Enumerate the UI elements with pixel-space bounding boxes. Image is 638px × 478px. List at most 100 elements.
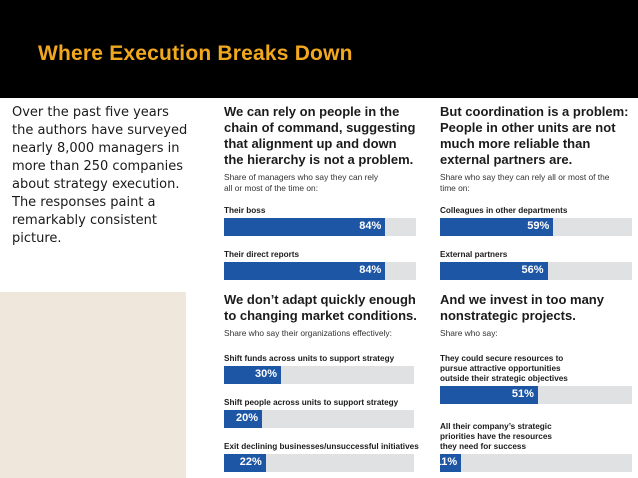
intro-line: the authors have surveyed: [12, 123, 188, 138]
bar-label: Shift funds across units to support stra…: [224, 354, 414, 364]
bar-label-line: They could secure resources to: [440, 354, 564, 363]
bar-item: Their boss 84%: [224, 206, 416, 236]
slide-content: Over the past five years the authors have…: [0, 98, 638, 478]
chart-title-line: chain of command, suggesting: [224, 120, 416, 135]
chart-title-line: People in other units are not: [440, 120, 616, 135]
slide-title: Where Execution Breaks Down: [38, 42, 353, 65]
bar-track: 56%: [440, 262, 632, 280]
bar: 59%: [440, 218, 554, 236]
chart-subtitle-line: Share who say:: [440, 328, 498, 338]
chart-subtitle-line: Share who say their organizations effect…: [224, 328, 392, 338]
chart-panel-chain-of-command: We can rely on people in the chain of com…: [224, 104, 416, 280]
bar-track: 51%: [440, 386, 632, 404]
chart-subtitle-line: time on:: [440, 183, 470, 193]
chart-panel-coordination: But coordination is a problem: People in …: [440, 104, 632, 280]
bar: 20%: [224, 410, 262, 428]
chart-title-line: to changing market conditions.: [224, 308, 417, 323]
bar-track: 59%: [440, 218, 632, 236]
chart-title: But coordination is a problem: People in …: [440, 104, 632, 168]
chart-subtitle: Share of managers who say they can rely a…: [224, 172, 416, 194]
bar-item: External partners 56%: [440, 250, 632, 280]
chart-title-line: much more reliable than: [440, 136, 591, 151]
chart-title-line: nonstrategic projects.: [440, 308, 576, 323]
intro-line: picture.: [12, 231, 62, 246]
bar-value-label: 84%: [359, 264, 382, 276]
bar-label: Shift people across units to support str…: [224, 398, 414, 408]
chart-title: We don’t adapt quickly enough to changing…: [224, 292, 417, 324]
bar-label: They could secure resources to pursue att…: [440, 354, 632, 384]
chart-subtitle: Share who say they can rely all or most …: [440, 172, 632, 194]
bar-label-line: Exit declining businesses/unsuccessful i…: [224, 442, 419, 451]
bar-item: Exit declining businesses/unsuccessful i…: [224, 442, 419, 472]
bar-label-line: pursue attractive opportunities: [440, 364, 561, 373]
bar-track: 20%: [224, 410, 414, 428]
bar-value-label: 59%: [527, 220, 550, 232]
chart-panel-adaptation: We don’t adapt quickly enough to changing…: [224, 292, 419, 472]
intro-text: Over the past five years the authors have…: [12, 104, 202, 248]
bar-track: 30%: [224, 366, 414, 384]
bar-item: They could secure resources to pursue att…: [440, 354, 632, 404]
bar-label: External partners: [440, 250, 632, 260]
chart-subtitle-line: all or most of the time on:: [224, 183, 319, 193]
bar: 30%: [224, 366, 281, 384]
chart-title-line: But coordination is a problem:: [440, 104, 629, 119]
bar-item: All their company’s strategic priorities …: [436, 422, 632, 472]
chart-subtitle-line: Share of managers who say they can rely: [224, 172, 379, 182]
bar-value-label: 22%: [239, 456, 262, 468]
bar-label-line: Shift funds across units to support stra…: [224, 354, 395, 363]
chart-subtitle: Share who say their organizations effect…: [224, 328, 416, 339]
bar-label-line: All their company’s strategic: [440, 422, 552, 431]
bar-label: Their boss: [224, 206, 416, 216]
bar-label: Exit declining businesses/unsuccessful i…: [224, 442, 419, 452]
bar-value-label: 20%: [235, 412, 258, 424]
chart-subtitle-line: Share who say they can rely all or most …: [440, 172, 610, 182]
intro-line: nearly 8,000 managers in: [12, 141, 180, 156]
bar: 11%: [436, 454, 462, 472]
bar: 84%: [224, 218, 386, 236]
chart-title-line: And we invest in too many: [440, 292, 604, 307]
bar-track: 11%: [436, 454, 632, 472]
intro-line: Over the past five years: [12, 105, 169, 120]
chart-title-line: We can rely on people in the: [224, 104, 400, 119]
bar-value-label: 30%: [254, 368, 277, 380]
bar-track: 22%: [224, 454, 414, 472]
bar-value-label: 11%: [435, 456, 458, 468]
chart-subtitle: Share who say:: [440, 328, 632, 339]
bar-label-line: outside their strategic objectives: [440, 374, 568, 383]
bar-item: Their direct reports 84%: [224, 250, 416, 280]
chart-title-line: that alignment up and down: [224, 136, 397, 151]
bar-label: All their company’s strategic priorities …: [440, 422, 632, 452]
bar: 84%: [224, 262, 386, 280]
chart-title-line: external partners are.: [440, 152, 573, 167]
bar-label-line: Colleagues in other departments: [440, 206, 568, 215]
bar-value-label: 51%: [511, 388, 534, 400]
bar: 22%: [224, 454, 266, 472]
bar-item: Shift funds across units to support stra…: [224, 354, 414, 384]
intro-line: remarkably consistent: [12, 213, 157, 228]
bar: 56%: [440, 262, 548, 280]
intro-line: about strategy execution.: [12, 177, 180, 192]
chart-title: And we invest in too many nonstrategic pr…: [440, 292, 632, 324]
bar-item: Colleagues in other departments 59%: [440, 206, 632, 236]
bar-track: 84%: [224, 262, 416, 280]
bar-label-line: Their boss: [224, 206, 266, 215]
bar-label-line: External partners: [440, 250, 508, 259]
intro-line: more than 250 companies: [12, 159, 184, 174]
bar: 51%: [440, 386, 538, 404]
bar-label-line: Shift people across units to support str…: [224, 398, 399, 407]
bar-label-line: Their direct reports: [224, 250, 300, 259]
intro-line: The responses paint a: [12, 195, 156, 210]
chart-title-line: the hierarchy is not a problem.: [224, 152, 414, 167]
bar-label: Their direct reports: [224, 250, 416, 260]
bar-label: Colleagues in other departments: [440, 206, 632, 216]
bar-value-label: 56%: [521, 264, 544, 276]
bar-label-line: priorities have the resources: [440, 432, 552, 441]
bar-item: Shift people across units to support str…: [224, 398, 414, 428]
decorative-panel: [0, 292, 186, 478]
chart-title-line: We don’t adapt quickly enough: [224, 292, 416, 307]
chart-title: We can rely on people in the chain of com…: [224, 104, 416, 168]
chart-panel-nonstrategic-projects: And we invest in too many nonstrategic pr…: [436, 292, 632, 472]
bar-value-label: 84%: [359, 220, 382, 232]
bar-label-line: they need for success: [440, 442, 527, 451]
bar-track: 84%: [224, 218, 416, 236]
